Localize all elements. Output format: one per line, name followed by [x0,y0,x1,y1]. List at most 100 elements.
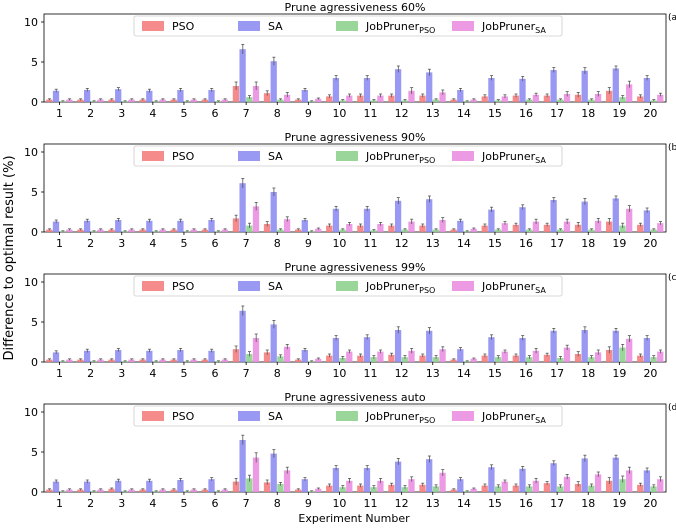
panel-title: Prune agressiveness auto [284,391,425,404]
panel-tag: (a) [668,13,676,23]
bar-jobpruner_sa [252,457,260,492]
bar-jobpruner_sa [315,358,322,362]
bar-pso [46,229,53,232]
bar-jobpruner_sa [159,489,166,492]
x-tick-label: 3 [118,107,125,120]
bar-pso [543,224,551,232]
legend-label: PSO [172,20,195,33]
bar-sa [177,350,184,362]
x-tick-label: 20 [643,497,657,510]
x-tick-label: 17 [550,367,564,380]
x-tick-label: 16 [519,497,533,510]
x-tick-label: 19 [612,107,626,120]
x-tick-label: 3 [118,497,125,510]
legend-label-subscript: PSO [419,416,435,425]
legend-swatch-jobpruner_sa [452,21,474,31]
bar-pso [388,354,395,362]
y-tick-label: 10 [24,406,38,419]
bar-jobpruner_sa [470,228,477,232]
bar-jobpruner_sa [190,489,197,492]
x-tick-label: 4 [149,367,156,380]
bar-jobpruner_sa [657,351,664,362]
legend-label-subscript: SA [535,416,546,425]
bar-sa [115,480,122,492]
bar-sa [177,90,184,102]
bar-jobpruner_sa [594,474,602,492]
plot-frame [43,273,667,363]
bar-pso [419,95,426,102]
bar-sa [208,479,215,492]
x-tick-label: 18 [581,237,595,250]
bar-jobpruner_sa [221,99,229,102]
x-tick-label: 10 [332,497,346,510]
x-tick-label: 15 [488,237,502,250]
bar-jobpruner_sa [190,229,197,232]
bar-pso [108,99,115,102]
x-tick-label: 13 [426,497,440,510]
y-tick-label: 0 [31,96,38,109]
legend-swatch-pso [142,151,164,161]
bar-pso [481,485,488,492]
bar-sa [115,350,122,362]
bar-jobpruner_sa [657,94,664,102]
x-tick-label: 5 [180,497,187,510]
chart-panel-1: Prune agressiveness 60%(a)05101234567891… [24,1,676,120]
bar-sa [394,200,402,232]
bar-jobpruner_sa [470,358,477,362]
chart-panel-4: Prune agressiveness auto(d)0510123456789… [24,391,676,510]
x-tick-label: 15 [488,107,502,120]
y-tick-label: 0 [31,356,38,369]
bar-jobpruner_pso [277,356,284,362]
x-tick-label: 5 [180,367,187,380]
bar-jobpruner_sa [439,92,446,102]
bar-sa [177,480,184,492]
bar-jobpruner_sa [408,479,415,492]
bar-pso [201,99,208,102]
bar-pso [512,224,519,232]
bar-jobpruner_sa [532,94,540,102]
x-tick-label: 2 [87,497,94,510]
x-tick-label: 3 [118,237,125,250]
bar-sa [581,458,588,492]
x-tick-label: 14 [457,497,471,510]
legend-label: SA [268,280,283,293]
bar-jobpruner_pso [339,358,346,362]
bar-jobpruner_sa [97,99,104,102]
bar-sa [519,207,526,232]
bar-sa [519,78,526,102]
bar-sa [519,468,526,492]
x-tick-label: 2 [87,237,94,250]
bar-pso [201,489,208,492]
bar-pso [46,99,53,102]
bar-jobpruner_pso [246,478,253,492]
x-tick-label: 7 [243,237,250,250]
bar-jobpruner_sa [377,95,384,102]
bar-sa [457,90,464,102]
bar-pso [232,349,240,362]
bar-pso [512,355,519,362]
y-tick-label: 5 [31,56,38,69]
bar-jobpruner_pso [588,229,595,232]
bar-pso [388,225,395,232]
bar-pso [543,354,551,362]
x-tick-label: 17 [550,107,564,120]
bar-sa [519,338,526,362]
x-tick-label: 17 [550,237,564,250]
y-tick-label: 10 [24,276,38,289]
bar-jobpruner_sa [190,359,197,362]
x-tick-label: 3 [118,367,125,380]
bar-pso [232,481,240,492]
x-tick-label: 17 [550,497,564,510]
legend-label: PSO [172,280,195,293]
bar-jobpruner_pso [650,229,657,232]
bar-sa [270,192,277,232]
bar-sa [208,90,215,102]
bar-jobpruner_sa [159,99,166,102]
x-tick-label: 5 [180,107,187,120]
y-tick-label: 5 [31,446,38,459]
bar-pso [450,99,457,102]
bar-jobpruner_pso [526,229,533,232]
bar-sa [426,459,433,492]
bar-jobpruner_sa [532,221,540,232]
bar-pso [263,352,271,362]
